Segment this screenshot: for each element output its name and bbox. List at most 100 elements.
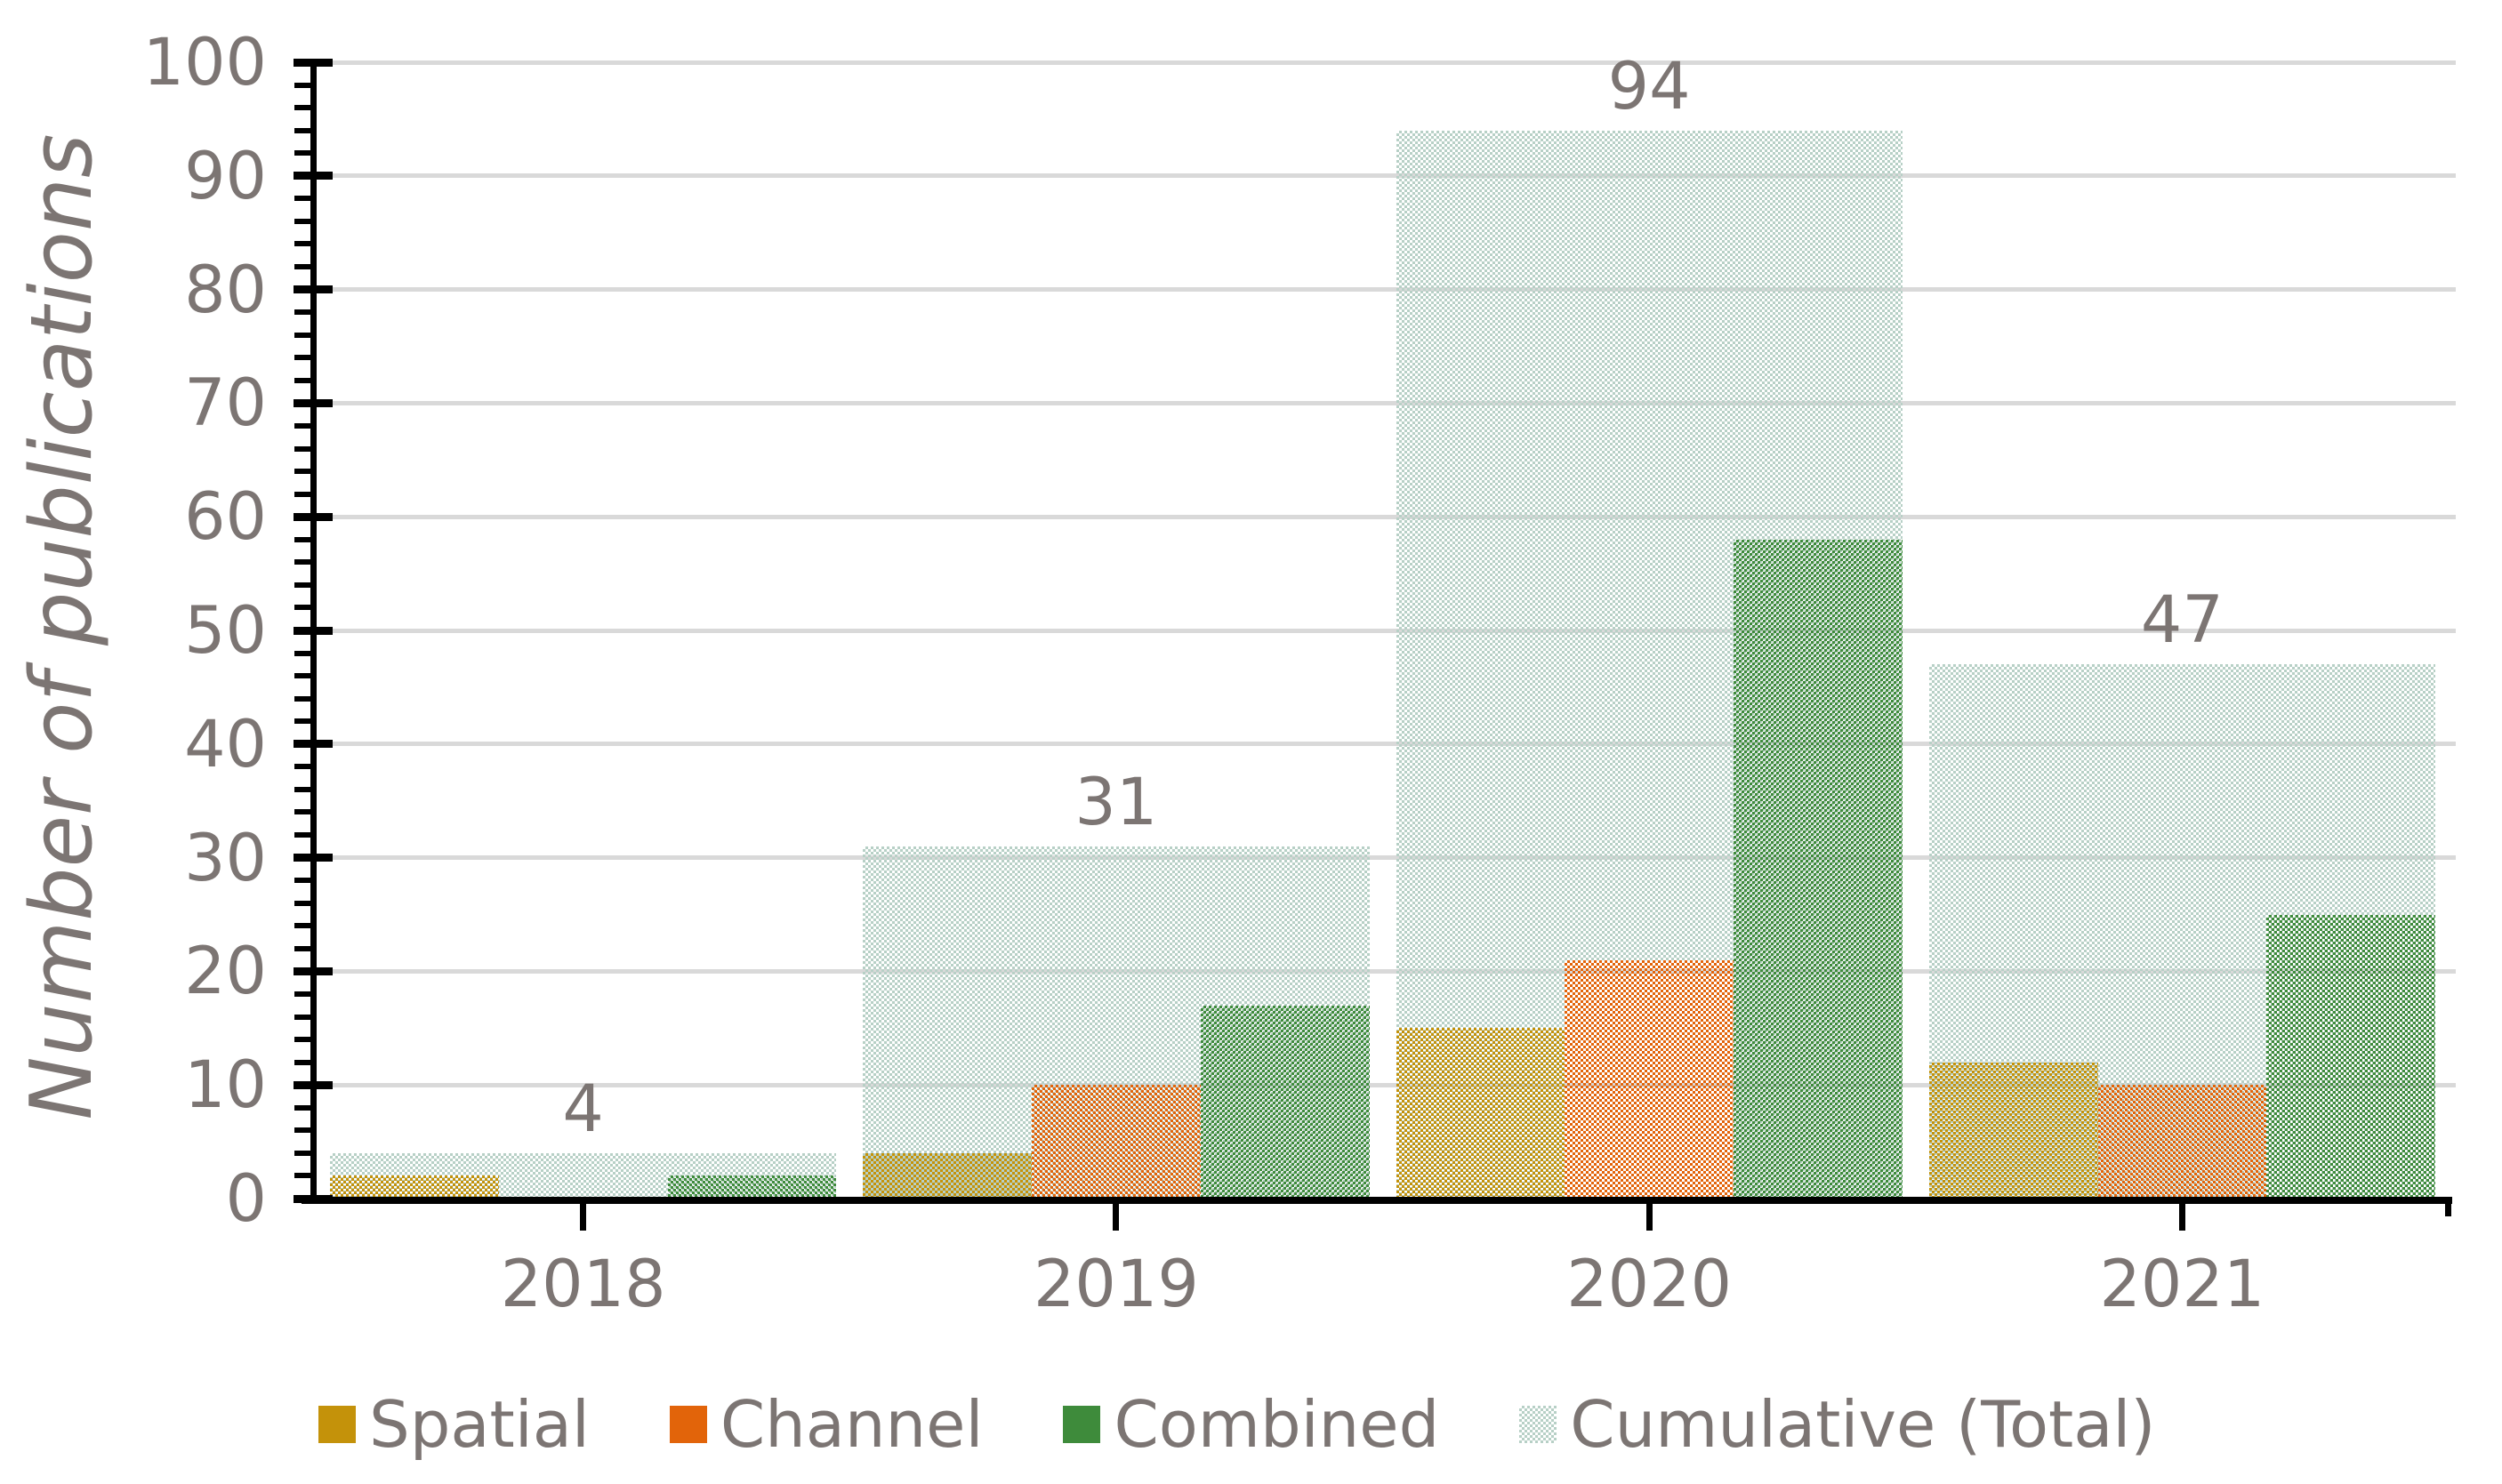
gridline-10: [317, 1082, 2456, 1087]
y-minor-tick-6: [294, 1127, 310, 1134]
y-minor-tick-96: [294, 105, 310, 111]
y-minor-tick-24: [294, 923, 310, 929]
legend-swatch-channel: [669, 1406, 707, 1443]
bar-spatial-2021: [1928, 1062, 2098, 1199]
y-minor-tick-18: [294, 991, 310, 997]
y-minor-tick-48: [294, 650, 310, 656]
y-major-tick-40: [294, 740, 333, 749]
y-minor-tick-84: [294, 241, 310, 247]
y-minor-tick-38: [294, 764, 310, 770]
y-tick-label-90: 90: [184, 138, 267, 214]
y-major-tick-50: [294, 626, 333, 635]
y-tick-label-0: 0: [225, 1161, 267, 1237]
gridline-90: [317, 173, 2456, 179]
y-tick-label-30: 30: [184, 820, 267, 896]
y-minor-tick-28: [294, 878, 310, 884]
y-tick-label-50: 50: [184, 593, 267, 669]
y-minor-tick-98: [294, 82, 310, 88]
y-tick-label-60: 60: [184, 479, 267, 556]
y-minor-tick-68: [294, 422, 310, 429]
bar-spatial-2020: [1396, 1028, 1565, 1199]
y-minor-tick-66: [294, 445, 310, 452]
x-axis-end-tick: [2445, 1197, 2451, 1216]
bar-spatial-2019: [863, 1152, 1032, 1199]
data-label-2021: 47: [2140, 582, 2224, 659]
legend-item-cumulative: Cumulative (Total): [1519, 1392, 2155, 1456]
legend: Spatial Channel Combined Cumulative (Tot…: [318, 1392, 2155, 1456]
bar-channel-2019: [1032, 1085, 1201, 1199]
gridline-50: [317, 628, 2456, 633]
y-minor-tick-72: [294, 377, 310, 383]
y-minor-tick-78: [294, 309, 310, 316]
x-tick-label-2019: 2019: [1033, 1247, 1199, 1322]
y-minor-tick-62: [294, 491, 310, 497]
legend-swatch-spatial: [318, 1406, 356, 1443]
gridline-60: [317, 514, 2456, 519]
y-minor-tick-26: [294, 900, 310, 906]
x-tick-2019: [1113, 1204, 1120, 1231]
y-minor-tick-16: [294, 1014, 310, 1020]
y-minor-tick-34: [294, 809, 310, 815]
y-minor-tick-88: [294, 196, 310, 202]
y-minor-tick-76: [294, 332, 310, 338]
y-tick-label-10: 10: [184, 1047, 267, 1124]
y-minor-tick-58: [294, 536, 310, 542]
x-tick-2020: [1645, 1204, 1653, 1231]
bar-channel-2021: [2097, 1085, 2267, 1199]
y-minor-tick-42: [294, 718, 310, 725]
data-label-2020: 94: [1607, 48, 1691, 124]
x-tick-2021: [2178, 1204, 2185, 1231]
y-minor-tick-12: [294, 1059, 310, 1065]
y-minor-tick-64: [294, 469, 310, 475]
y-tick-label-80: 80: [184, 252, 267, 328]
bar-combined-2019: [1200, 1005, 1370, 1199]
gridline-20: [317, 968, 2456, 974]
x-tick-label-2018: 2018: [500, 1247, 666, 1322]
legend-item-channel: Channel: [669, 1392, 983, 1456]
y-minor-tick-92: [294, 150, 310, 156]
y-tick-label-70: 70: [184, 365, 267, 442]
y-minor-tick-94: [294, 127, 310, 133]
gridline-70: [317, 400, 2456, 405]
legend-item-combined: Combined: [1063, 1392, 1439, 1456]
y-minor-tick-52: [294, 605, 310, 611]
y-minor-tick-36: [294, 786, 310, 792]
y-minor-tick-8: [294, 1104, 310, 1111]
bar-combined-2020: [1734, 539, 1903, 1199]
x-tick-label-2021: 2021: [2099, 1247, 2265, 1322]
bar-combined-2018: [667, 1175, 837, 1199]
y-major-tick-0: [294, 1194, 333, 1203]
y-major-tick-60: [294, 512, 333, 521]
y-minor-tick-32: [294, 832, 310, 838]
y-major-tick-20: [294, 967, 333, 975]
legend-label-combined: Combined: [1114, 1387, 1440, 1462]
y-minor-tick-74: [294, 355, 310, 361]
gridline-100: [317, 60, 2456, 65]
y-minor-tick-54: [294, 582, 310, 588]
y-minor-tick-82: [294, 264, 310, 270]
y-minor-tick-86: [294, 218, 310, 224]
y-tick-label-40: 40: [184, 706, 267, 782]
bar-channel-2020: [1565, 959, 1734, 1199]
legend-item-spatial: Spatial: [318, 1392, 590, 1456]
y-minor-tick-46: [294, 673, 310, 679]
y-major-tick-10: [294, 1080, 333, 1089]
data-label-2019: 31: [1074, 764, 1158, 840]
y-major-tick-30: [294, 854, 333, 862]
y-major-tick-90: [294, 172, 333, 180]
legend-label-cumulative: Cumulative (Total): [1570, 1387, 2156, 1462]
legend-label-spatial: Spatial: [369, 1387, 590, 1462]
bar-spatial-2018: [330, 1175, 499, 1199]
y-minor-tick-44: [294, 695, 310, 702]
x-axis-line: [302, 1197, 2452, 1204]
y-minor-tick-4: [294, 1150, 310, 1156]
gridline-80: [317, 287, 2456, 293]
y-minor-tick-2: [294, 1173, 310, 1179]
x-tick-label-2020: 2020: [1566, 1247, 1733, 1322]
data-label-2018: 4: [562, 1071, 604, 1147]
x-tick-2018: [580, 1204, 587, 1231]
y-tick-label-20: 20: [184, 934, 267, 1010]
y-major-tick-80: [294, 285, 333, 294]
